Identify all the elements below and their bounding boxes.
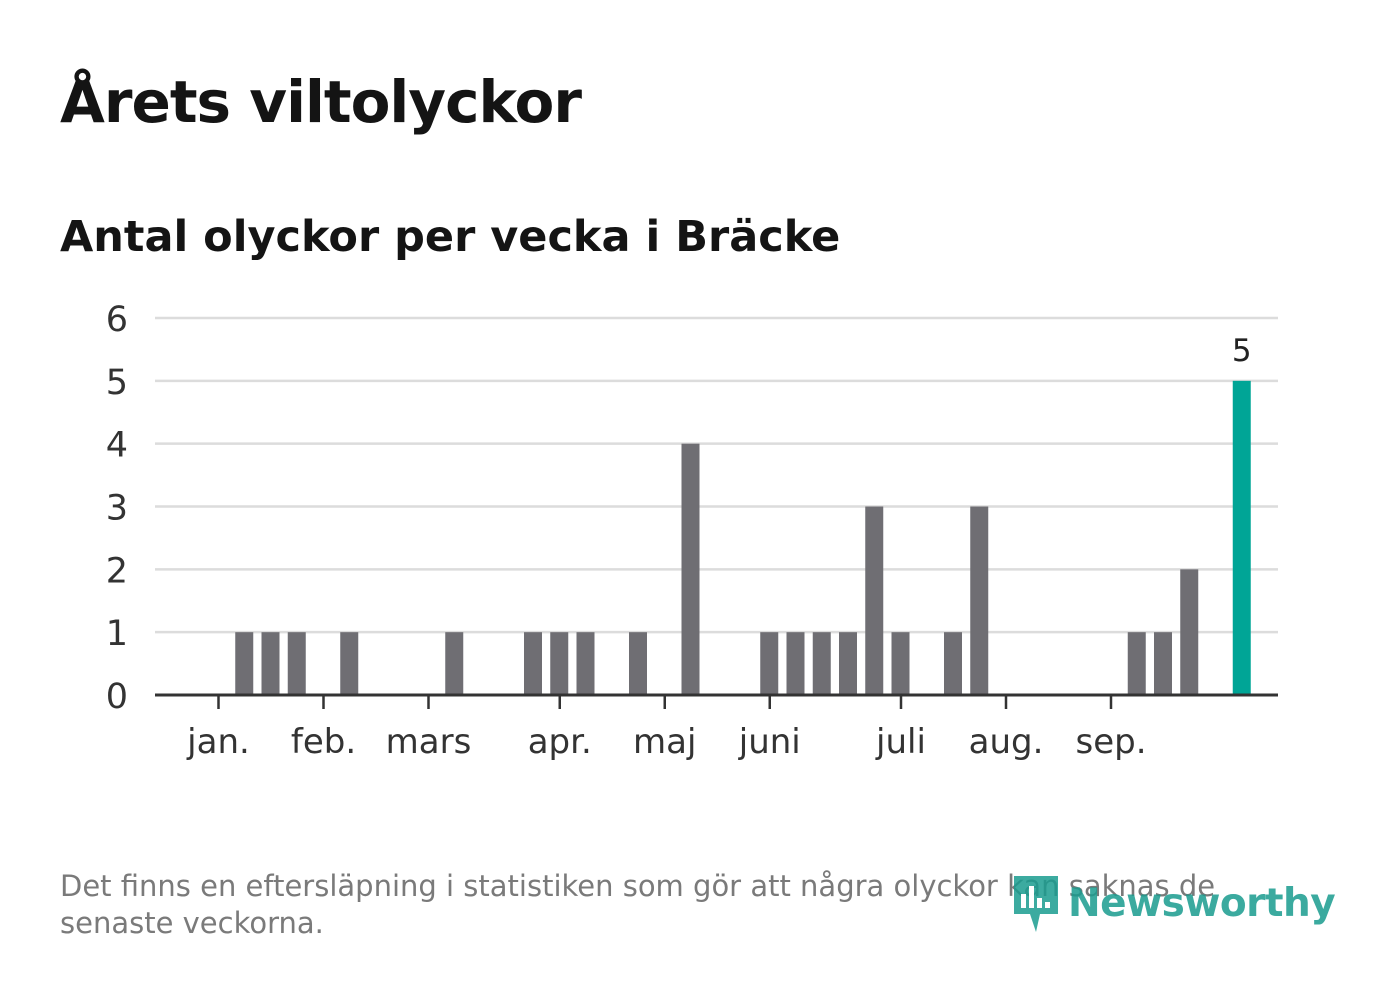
x-tick-label-maj: maj bbox=[633, 722, 696, 762]
data-labels: 5 bbox=[1232, 333, 1252, 369]
bar-week-17 bbox=[629, 632, 647, 695]
x-tick-label-sep.: sep. bbox=[1075, 722, 1146, 762]
bar-week-15 bbox=[576, 632, 595, 695]
y-tick-label-1: 1 bbox=[106, 614, 128, 654]
bar-week-36 bbox=[1127, 632, 1146, 695]
bar-week-40 bbox=[1232, 380, 1251, 695]
newsworthy-logo-icon bbox=[1014, 876, 1058, 932]
bar-week-29 bbox=[944, 632, 962, 695]
y-tick-label-6: 6 bbox=[106, 300, 128, 340]
x-tick-label-mars: mars bbox=[386, 722, 472, 762]
data-label-highlight: 5 bbox=[1232, 333, 1252, 369]
bar-week-6 bbox=[340, 632, 359, 695]
bar-week-13 bbox=[524, 632, 542, 695]
bar-week-26 bbox=[865, 506, 884, 695]
bar-week-38 bbox=[1180, 569, 1199, 695]
y-axis-ticks: 0 1 2 3 4 5 6 bbox=[106, 300, 128, 717]
gridlines bbox=[155, 316, 1278, 634]
y-tick-label-0: 0 bbox=[106, 677, 128, 717]
x-tick-label-feb.: feb. bbox=[291, 722, 356, 762]
y-tick-label-3: 3 bbox=[106, 489, 128, 529]
bar-week-3 bbox=[261, 632, 280, 695]
x-tick-label-juli: juli bbox=[875, 722, 926, 762]
x-axis: jan. feb. mars apr. maj juni juli aug. sep. bbox=[155, 693, 1278, 762]
bar-week-23 bbox=[786, 632, 805, 695]
bar-week-37 bbox=[1154, 632, 1172, 695]
chart-subtitle: Antal olyckor per vecka i Bräcke bbox=[60, 212, 841, 262]
bar-week-4 bbox=[287, 632, 306, 695]
bar-week-25 bbox=[839, 632, 857, 695]
bars bbox=[235, 380, 1251, 695]
newsworthy-logo[interactable]: Newsworthy bbox=[1010, 872, 1336, 934]
x-tick-label-jan.: jan. bbox=[186, 722, 250, 762]
y-tick-label-5: 5 bbox=[106, 363, 128, 403]
x-tick-label-juni: juni bbox=[738, 722, 801, 762]
bar-week-24 bbox=[812, 632, 831, 695]
chart-title: Årets viltolyckor bbox=[60, 68, 582, 136]
bar-week-10 bbox=[445, 632, 464, 695]
y-tick-label-2: 2 bbox=[106, 551, 128, 591]
x-tick-label-aug.: aug. bbox=[969, 722, 1044, 762]
y-tick-label-4: 4 bbox=[106, 426, 128, 466]
x-tick-label-apr.: apr. bbox=[528, 722, 592, 762]
bar-week-2 bbox=[235, 632, 254, 695]
bar-week-14 bbox=[550, 632, 569, 695]
logo-text: Newsworthy bbox=[1068, 880, 1336, 926]
bar-week-19 bbox=[681, 443, 700, 695]
bar-week-30 bbox=[970, 506, 989, 695]
bar-week-27 bbox=[891, 632, 910, 695]
bar-week-22 bbox=[760, 632, 779, 695]
